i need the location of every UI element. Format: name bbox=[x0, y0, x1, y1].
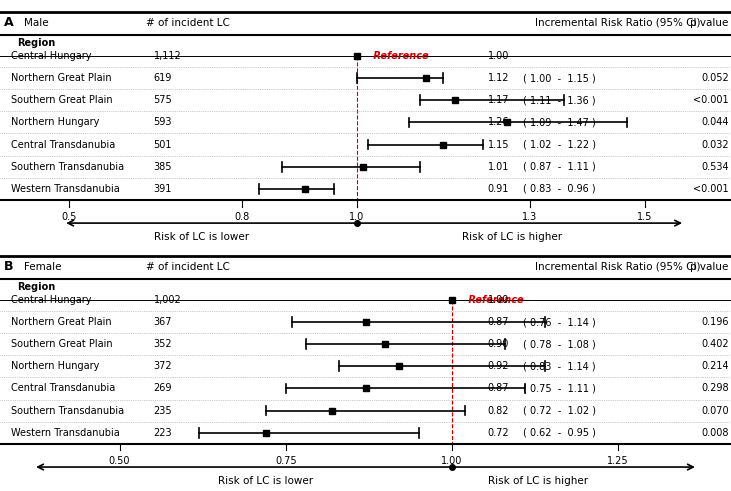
Text: 0.82: 0.82 bbox=[488, 406, 509, 415]
Text: Western Transdanubia: Western Transdanubia bbox=[11, 184, 120, 194]
Text: Southern Transdanubia: Southern Transdanubia bbox=[11, 406, 124, 415]
Text: Incremental Risk Ratio (95% CI): Incremental Risk Ratio (95% CI) bbox=[535, 262, 700, 272]
Text: 1,112: 1,112 bbox=[154, 51, 181, 61]
Text: 391: 391 bbox=[154, 184, 172, 194]
Text: p value: p value bbox=[691, 262, 729, 272]
Text: ( 0.72  -  1.02 ): ( 0.72 - 1.02 ) bbox=[523, 406, 596, 415]
Text: Reference: Reference bbox=[370, 51, 428, 61]
Text: ( 0.78  -  1.08 ): ( 0.78 - 1.08 ) bbox=[523, 339, 596, 349]
Text: 619: 619 bbox=[154, 73, 172, 83]
Text: ( 1.02  -  1.22 ): ( 1.02 - 1.22 ) bbox=[523, 139, 596, 150]
Text: 367: 367 bbox=[154, 317, 172, 327]
Text: 1.5: 1.5 bbox=[637, 212, 652, 222]
Text: 0.72: 0.72 bbox=[488, 428, 510, 438]
Text: Reference: Reference bbox=[465, 295, 523, 305]
Text: 372: 372 bbox=[154, 361, 172, 371]
Text: 0.008: 0.008 bbox=[701, 428, 729, 438]
Text: Risk of LC is lower: Risk of LC is lower bbox=[219, 476, 314, 486]
Text: Central Hungary: Central Hungary bbox=[11, 295, 91, 305]
Text: 0.402: 0.402 bbox=[701, 339, 729, 349]
Text: 0.032: 0.032 bbox=[701, 139, 729, 150]
Text: 0.50: 0.50 bbox=[109, 456, 130, 466]
Text: 0.90: 0.90 bbox=[488, 339, 509, 349]
Text: Incremental Risk Ratio (95% CI): Incremental Risk Ratio (95% CI) bbox=[535, 18, 700, 28]
Text: ( 0.76  -  1.14 ): ( 0.76 - 1.14 ) bbox=[523, 317, 596, 327]
Text: Risk of LC is higher: Risk of LC is higher bbox=[488, 476, 588, 486]
Text: Male: Male bbox=[24, 18, 49, 28]
Text: 0.87: 0.87 bbox=[488, 317, 509, 327]
Text: 0.92: 0.92 bbox=[488, 361, 509, 371]
Text: ( 0.83  -  1.14 ): ( 0.83 - 1.14 ) bbox=[523, 361, 596, 371]
Text: 1.25: 1.25 bbox=[607, 456, 629, 466]
Text: 1.17: 1.17 bbox=[488, 95, 509, 105]
Text: 0.534: 0.534 bbox=[701, 162, 729, 172]
Text: 0.070: 0.070 bbox=[701, 406, 729, 415]
Text: ( 0.87  -  1.11 ): ( 0.87 - 1.11 ) bbox=[523, 162, 596, 172]
Text: 1,002: 1,002 bbox=[154, 295, 181, 305]
Text: 0.8: 0.8 bbox=[234, 212, 249, 222]
Text: Western Transdanubia: Western Transdanubia bbox=[11, 428, 120, 438]
Text: 1.0: 1.0 bbox=[349, 212, 365, 222]
Text: 1.00: 1.00 bbox=[442, 456, 463, 466]
Text: 1.15: 1.15 bbox=[488, 139, 509, 150]
Text: Northern Hungary: Northern Hungary bbox=[11, 117, 99, 128]
Text: 575: 575 bbox=[154, 95, 173, 105]
Text: 385: 385 bbox=[154, 162, 172, 172]
Text: 1.12: 1.12 bbox=[488, 73, 509, 83]
Text: ( 0.83  -  0.96 ): ( 0.83 - 0.96 ) bbox=[523, 184, 596, 194]
Text: ( 1.09  -  1.47 ): ( 1.09 - 1.47 ) bbox=[523, 117, 596, 128]
Text: 1.3: 1.3 bbox=[522, 212, 537, 222]
Text: Central Hungary: Central Hungary bbox=[11, 51, 91, 61]
Text: Risk of LC is lower: Risk of LC is lower bbox=[154, 232, 249, 242]
Text: Central Transdanubia: Central Transdanubia bbox=[11, 139, 115, 150]
Text: ( 1.11  -  1.36 ): ( 1.11 - 1.36 ) bbox=[523, 95, 596, 105]
Text: ( 1.00  -  1.15 ): ( 1.00 - 1.15 ) bbox=[523, 73, 596, 83]
Text: Southern Great Plain: Southern Great Plain bbox=[11, 95, 113, 105]
Text: 1.01: 1.01 bbox=[488, 162, 509, 172]
Text: Northern Great Plain: Northern Great Plain bbox=[11, 73, 112, 83]
Text: 0.052: 0.052 bbox=[701, 73, 729, 83]
Text: Southern Great Plain: Southern Great Plain bbox=[11, 339, 113, 349]
Text: 593: 593 bbox=[154, 117, 172, 128]
Text: Region: Region bbox=[17, 38, 55, 48]
Text: # of incident LC: # of incident LC bbox=[146, 18, 230, 28]
Text: 0.87: 0.87 bbox=[488, 383, 509, 393]
Text: # of incident LC: # of incident LC bbox=[146, 262, 230, 272]
Text: 0.298: 0.298 bbox=[701, 383, 729, 393]
Text: 0.196: 0.196 bbox=[701, 317, 729, 327]
Text: 0.044: 0.044 bbox=[701, 117, 729, 128]
Text: 501: 501 bbox=[154, 139, 172, 150]
Text: 235: 235 bbox=[154, 406, 172, 415]
Text: <0.001: <0.001 bbox=[693, 184, 729, 194]
Text: B: B bbox=[4, 260, 13, 273]
Text: A: A bbox=[4, 16, 13, 29]
Text: 0.91: 0.91 bbox=[488, 184, 509, 194]
Text: Region: Region bbox=[17, 282, 55, 292]
Text: ( 0.75  -  1.11 ): ( 0.75 - 1.11 ) bbox=[523, 383, 596, 393]
Text: Risk of LC is higher: Risk of LC is higher bbox=[462, 232, 562, 242]
Text: 1.00: 1.00 bbox=[488, 51, 509, 61]
Text: <0.001: <0.001 bbox=[693, 95, 729, 105]
Text: Southern Transdanubia: Southern Transdanubia bbox=[11, 162, 124, 172]
Text: p value: p value bbox=[691, 18, 729, 28]
Text: 1.00: 1.00 bbox=[488, 295, 509, 305]
Text: Northern Hungary: Northern Hungary bbox=[11, 361, 99, 371]
Text: Central Transdanubia: Central Transdanubia bbox=[11, 383, 115, 393]
Text: 223: 223 bbox=[154, 428, 172, 438]
Text: 0.75: 0.75 bbox=[275, 456, 297, 466]
Text: 269: 269 bbox=[154, 383, 172, 393]
Text: 0.5: 0.5 bbox=[61, 212, 77, 222]
Text: Female: Female bbox=[24, 262, 61, 272]
Text: ( 0.62  -  0.95 ): ( 0.62 - 0.95 ) bbox=[523, 428, 596, 438]
Text: 1.26: 1.26 bbox=[488, 117, 509, 128]
Text: 352: 352 bbox=[154, 339, 172, 349]
Text: 0.214: 0.214 bbox=[701, 361, 729, 371]
Text: Northern Great Plain: Northern Great Plain bbox=[11, 317, 112, 327]
